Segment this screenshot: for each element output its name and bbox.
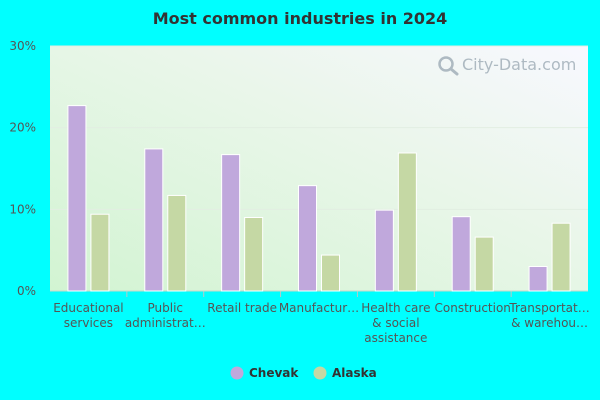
bar-alaska[interactable] bbox=[90, 213, 110, 292]
bars bbox=[67, 105, 571, 292]
search-icon bbox=[438, 56, 459, 76]
bar-alaska[interactable] bbox=[397, 152, 417, 292]
x-tick-label: assistance bbox=[364, 331, 427, 345]
x-tick-label: Construction bbox=[435, 301, 511, 315]
gridlines bbox=[50, 45, 588, 297]
x-tick-label: administrat… bbox=[125, 316, 206, 330]
chart-title: Most common industries in 2024 bbox=[153, 9, 448, 28]
x-tick-label: Manufactur… bbox=[279, 301, 359, 315]
bar-chevak[interactable] bbox=[67, 105, 87, 292]
legend: Chevak Alaska bbox=[230, 366, 377, 380]
x-tick-label: Health care bbox=[361, 301, 430, 315]
x-tick-label: services bbox=[64, 316, 113, 330]
x-tick-label: Transportat… bbox=[508, 301, 589, 315]
y-tick-label: 20% bbox=[9, 121, 36, 135]
legend-swatch-alaska bbox=[313, 366, 327, 380]
bar-chevak[interactable] bbox=[221, 154, 241, 292]
bar-alaska[interactable] bbox=[167, 194, 187, 292]
legend-swatch-chevak bbox=[230, 366, 244, 380]
bar-chevak[interactable] bbox=[451, 216, 471, 292]
bar-alaska[interactable] bbox=[244, 217, 264, 292]
watermark-text: City-Data.com bbox=[462, 55, 576, 74]
bar-chevak[interactable] bbox=[374, 209, 394, 292]
bar-alaska[interactable] bbox=[321, 254, 340, 292]
x-tick-label: & warehou… bbox=[511, 316, 588, 330]
bar-chevak[interactable] bbox=[144, 148, 164, 292]
x-tick-label: Public bbox=[148, 301, 184, 315]
bar-chevak[interactable] bbox=[528, 266, 548, 292]
plot-area bbox=[50, 46, 588, 291]
bar-alaska[interactable] bbox=[474, 236, 494, 292]
watermark: City-Data.com bbox=[438, 55, 576, 76]
y-tick-label: 30% bbox=[9, 39, 36, 53]
x-tick-label: & social bbox=[372, 316, 419, 330]
y-tick-label: 10% bbox=[9, 202, 36, 216]
y-axis-ticks: 0% 10% 20% 30% bbox=[9, 39, 36, 298]
legend-label: Alaska bbox=[332, 366, 377, 380]
legend-label: Chevak bbox=[249, 366, 299, 380]
x-tick-label: Educational bbox=[53, 301, 123, 315]
bar-alaska[interactable] bbox=[551, 222, 571, 292]
x-tick-label: Retail trade bbox=[207, 301, 277, 315]
y-tick-label: 0% bbox=[17, 284, 36, 298]
bar-chevak[interactable] bbox=[298, 185, 317, 292]
